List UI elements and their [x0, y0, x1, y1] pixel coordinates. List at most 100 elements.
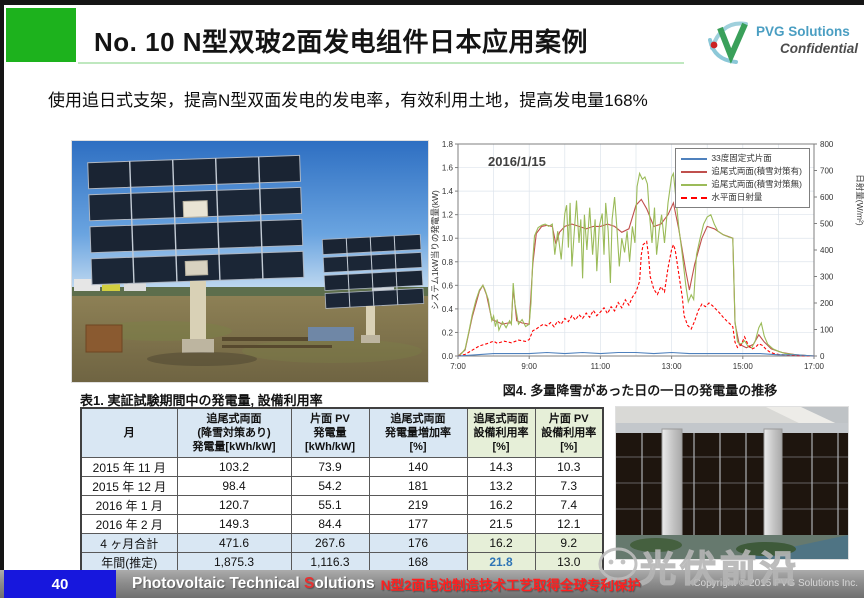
legend-item-0: 33度固定式片面	[681, 152, 802, 165]
table-cell: 471.6	[176, 533, 292, 553]
table-cell: 10.3	[534, 457, 604, 477]
y-right-tick-label: 0	[820, 352, 825, 361]
y-left-axis-title: システム1kW当りの発電量(kW)	[430, 190, 440, 310]
chart-area: 0.0 0.2 0.4 0.6 0.8 1.0 1.2 1.4 1.6 1.8 0 100 200 300…	[430, 134, 864, 400]
table-cell: 219	[368, 495, 468, 515]
watermark-text: 光伏前沿	[639, 547, 801, 590]
y-right-tick-label: 100	[820, 326, 834, 335]
y-right-tick-label: 700	[820, 167, 834, 176]
page-title: No. 10 N型双玻2面发电组件日本应用案例	[94, 27, 588, 57]
table-cell: 16.2	[466, 533, 536, 553]
x-tick-label: 11:00	[591, 362, 611, 371]
table-header-4: 追尾式両面 設備利用率 [%]	[466, 407, 536, 458]
legend-swatch	[681, 196, 708, 199]
x-tick-label: 13:00	[662, 362, 683, 371]
tracker-photo	[72, 141, 428, 382]
table-cell: 2016 年 1 月	[80, 495, 178, 515]
y-right-tick-label: 800	[820, 140, 834, 149]
panel-closeup-photo	[616, 407, 848, 559]
table-row: 2016 年 1 月 120.7 55.1 219 16.2 7.4	[80, 495, 604, 515]
table-cell: 54.2	[290, 476, 370, 496]
table-row: 4 ヶ月合計 471.6 267.6 176 16.2 9.2	[80, 533, 604, 553]
series-line-0	[457, 351, 815, 357]
table-cell: 12.1	[534, 514, 604, 534]
table-cell: 21.5	[466, 514, 536, 534]
table-row: 2016 年 2 月 149.3 84.4 177 21.5 12.1	[80, 514, 604, 534]
table-cell: 149.3	[176, 514, 292, 534]
y-left-tick-label: 0.6	[442, 281, 454, 290]
y-left-tick-label: 0.0	[442, 352, 454, 361]
table-cell: 168	[368, 552, 468, 573]
y-left-tick-label: 0.8	[442, 258, 454, 267]
table-cell: 7.3	[534, 476, 604, 496]
pvg-logo-icon	[708, 21, 748, 64]
table-row: 2015 年 12 月 98.4 54.2 181 13.2 7.3	[80, 476, 604, 496]
x-tick-label: 9:00	[521, 362, 537, 371]
slide-top-border	[0, 0, 864, 5]
y-left-tick-label: 1.8	[442, 140, 454, 149]
legend-swatch	[681, 183, 708, 186]
table-cell: 21.8	[466, 552, 536, 573]
table-cell: 98.4	[176, 476, 292, 496]
table-cell: 84.4	[290, 514, 370, 534]
legend-swatch	[681, 157, 708, 160]
table-title: 表1. 実証試験期間中の発電量, 設備利用率	[80, 393, 323, 408]
tracker-photo-drawing	[72, 141, 428, 382]
table-cell: 55.1	[290, 495, 370, 515]
series-line-2	[457, 171, 815, 357]
footer-patent-text: N型2面电池制造技术工艺取得全球专利保护	[380, 578, 641, 593]
chart-legend: 33度固定式片面 追尾式両面(積雪対策有) 追尾式両面(積雪対策無) 水平面日射量	[675, 148, 810, 208]
table-row: 2015 年 11 月 103.2 73.9 140 14.3 10.3	[80, 457, 604, 477]
slide-left-border	[0, 0, 4, 570]
table-cell: 120.7	[176, 495, 292, 515]
series-line-3	[457, 240, 815, 357]
table-cell: 7.4	[534, 495, 604, 515]
table-cell: 176	[368, 533, 468, 553]
y-left-tick-label: 0.4	[442, 305, 454, 314]
table-cell: 13.2	[466, 476, 536, 496]
page-number: 40	[4, 570, 116, 598]
table-cell: 181	[368, 476, 468, 496]
table-cell: 1,116.3	[290, 552, 370, 573]
y-right-tick-label: 200	[820, 299, 834, 308]
footer-bar: 40 Photovoltaic Technical Solutions N型2面…	[0, 570, 864, 598]
pvg-logo: PVG Solutions Confidential	[706, 14, 858, 66]
y-left-tick-label: 1.0	[442, 234, 454, 243]
table-cell: 14.3	[466, 457, 536, 477]
y-right-tick-label: 600	[820, 193, 834, 202]
legend-label: 追尾式両面(積雪対策有)	[711, 166, 802, 176]
title-underline	[78, 62, 684, 64]
x-tick-label: 15:00	[733, 362, 754, 371]
y-right-tick-label: 400	[820, 246, 834, 255]
table-header-3: 追尾式両面 発電量増加率 [%]	[368, 407, 468, 458]
header-green-block	[6, 8, 76, 62]
table-header-0: 月	[80, 407, 178, 458]
footer-copyright: Copyright © 2015 PVG Solutions Inc.	[693, 578, 858, 589]
table-cell: 16.2	[466, 495, 536, 515]
x-tick-label: 7:00	[450, 362, 466, 371]
legend-item-3: 水平面日射量	[681, 191, 802, 204]
panel-closeup-drawing	[616, 407, 848, 559]
legend-label: 水平面日射量	[711, 192, 763, 202]
y-left-tick-label: 1.4	[442, 187, 454, 196]
table-cell: 2015 年 11 月	[80, 457, 178, 477]
table-cell: 267.6	[290, 533, 370, 553]
slide-subtitle: 使用追日式支架，提高N型双面发电的发电率，有效利用土地，提高发电量168%	[48, 91, 648, 110]
x-tick-label: 17:00	[804, 362, 825, 371]
y-left-tick-label: 0.2	[442, 328, 454, 337]
table-cell: 73.9	[290, 457, 370, 477]
chart-date-annotation: 2016/1/15	[488, 154, 546, 169]
results-table: 月追尾式両面 (降雪対策あり) 発電量[kWh/kW] 片面 PV 発電量 [kW…	[80, 407, 604, 573]
legend-label: 追尾式両面(積雪対策無)	[711, 179, 802, 189]
table-header-2: 片面 PV 発電量 [kWh/kW]	[290, 407, 370, 458]
y-right-axis-title: 日射量(W/m²)	[855, 174, 864, 226]
y-left-tick-label: 1.2	[442, 211, 454, 220]
footer-brand: Photovoltaic Technical Solutions	[132, 575, 375, 592]
table-header-5: 片面 PV 設備利用率 [%]	[534, 407, 604, 458]
table-cell: 9.2	[534, 533, 604, 553]
y-right-tick-label: 300	[820, 273, 834, 282]
daily-generation-chart: 0.0 0.2 0.4 0.6 0.8 1.0 1.2 1.4 1.6 1.8 0 100 200 300…	[430, 140, 864, 371]
table-cell: 140	[368, 457, 468, 477]
tracker-array-small	[321, 234, 425, 309]
